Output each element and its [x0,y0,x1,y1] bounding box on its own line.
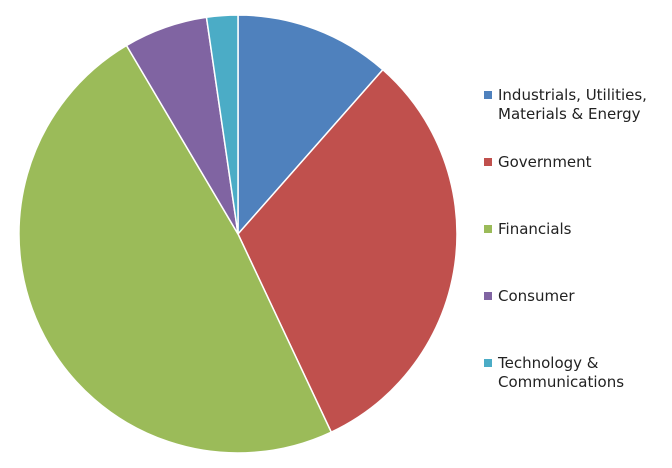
pie-slices [18,14,458,454]
legend-swatch-government [484,158,492,166]
pie-slice-industrials [237,14,384,236]
legend-label-technology: Technology & Communications [498,354,625,391]
legend-swatch-consumer [484,292,492,300]
legend-item-consumer: Consumer [484,287,670,306]
legend-swatch-financials [484,225,492,233]
legend-item-technology: Technology & Communications [484,354,670,392]
legend-label-industrials: Industrials, Utilities, Materials & Ener… [498,86,647,123]
pie-slice-financials [18,44,333,454]
pie-slice-government [237,68,458,434]
pie-slice-technology [205,14,239,235]
legend-label-government: Government [498,153,592,171]
legend-label-financials: Financials [498,220,572,238]
legend-label-consumer: Consumer [498,287,575,305]
legend-item-government: Government [484,153,670,172]
legend-swatch-industrials [484,91,492,99]
legend-item-industrials: Industrials, Utilities, Materials & Ener… [484,86,670,124]
legend-swatch-technology [484,359,492,367]
legend-item-financials: Financials [484,220,670,239]
